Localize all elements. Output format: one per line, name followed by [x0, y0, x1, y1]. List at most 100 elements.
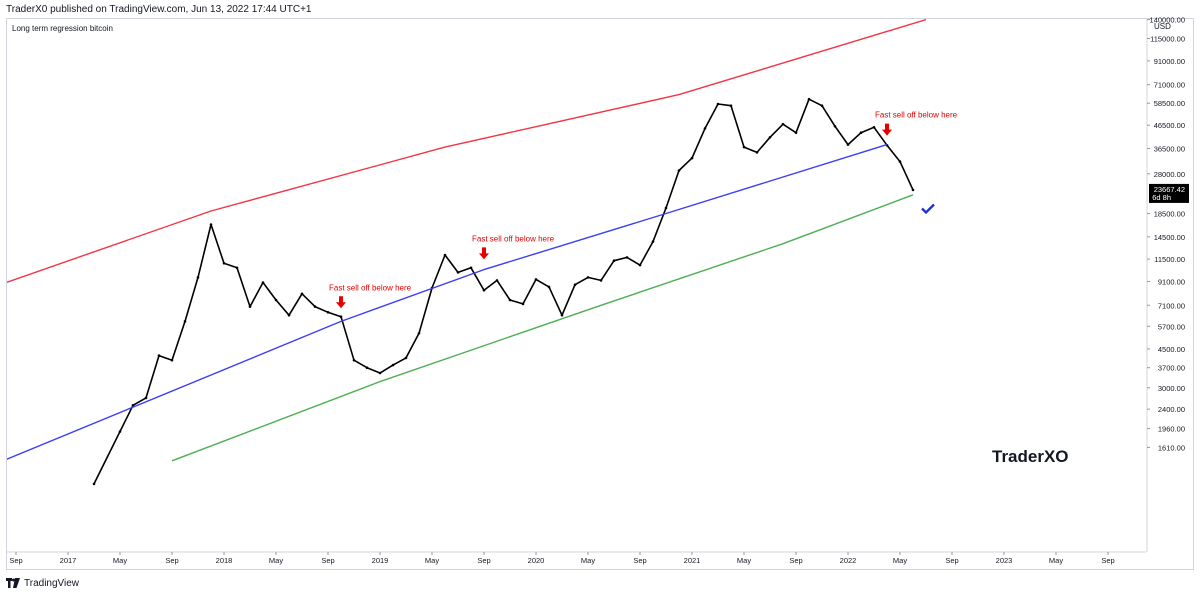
price-point	[157, 354, 161, 357]
price-tick-label: 28000.00	[1154, 170, 1185, 179]
time-tick-label: 2023	[996, 556, 1013, 565]
sell-off-annotation: Fast sell off below here	[329, 283, 412, 309]
price-point	[300, 292, 304, 296]
price-tick-label: 2400.00	[1158, 405, 1185, 414]
check-mark-icon	[921, 203, 935, 215]
price-tick-label: 46500.00	[1154, 121, 1185, 130]
price-point	[248, 305, 252, 308]
tradingview-logo-icon	[6, 578, 20, 588]
time-tick-label: Sep	[945, 556, 958, 565]
annotation-text: Fast sell off below here	[875, 111, 958, 120]
price-point	[807, 97, 811, 101]
price-point	[547, 285, 551, 289]
last-price-countdown: 6d 8h	[1152, 193, 1171, 202]
price-point	[859, 131, 863, 134]
price-point	[391, 363, 395, 367]
price-point	[378, 371, 382, 375]
price-point	[183, 320, 187, 323]
time-tick-label: 2018	[216, 556, 233, 565]
price-point	[92, 482, 96, 486]
price-point	[118, 430, 122, 433]
price-tick-label: 4500.00	[1158, 345, 1185, 354]
price-point	[365, 366, 369, 370]
price-point	[352, 358, 356, 362]
price-tick-label: 14500.00	[1154, 233, 1185, 242]
price-point	[664, 206, 668, 210]
annotation-text: Fast sell off below here	[472, 234, 555, 243]
price-point	[768, 136, 772, 139]
red-down-arrow-icon	[479, 247, 489, 260]
price-point	[560, 313, 564, 317]
price-point	[261, 281, 265, 284]
price-point	[651, 240, 655, 243]
time-tick-label: May	[893, 556, 907, 565]
price-point	[144, 396, 148, 400]
price-point	[274, 298, 278, 302]
price-point	[521, 302, 525, 306]
lower-regression-band-line	[171, 194, 914, 462]
time-tick-label: Sep	[477, 556, 490, 565]
price-point	[716, 102, 720, 106]
time-tick-label: 2021	[684, 556, 701, 565]
price-tick-label: 3700.00	[1158, 364, 1185, 373]
price-point	[287, 313, 291, 317]
red-down-arrow-icon	[882, 123, 892, 136]
time-tick-label: 2017	[60, 556, 77, 565]
time-tick-label: May	[1049, 556, 1063, 565]
sell-off-annotation: Fast sell off below here	[472, 234, 555, 260]
time-tick-label: May	[113, 556, 127, 565]
currency-label: USD	[1154, 22, 1171, 31]
price-point	[482, 289, 486, 292]
price-tick-label: 58500.00	[1154, 99, 1185, 108]
price-point	[196, 276, 200, 279]
price-point	[170, 358, 174, 362]
regression-midline-line	[7, 143, 888, 460]
time-tick-label: Sep	[321, 556, 334, 565]
price-point	[222, 262, 226, 265]
chart-title: Long term regression bitcoin	[12, 24, 113, 33]
price-point	[690, 156, 694, 160]
annotation-text: Fast sell off below here	[329, 283, 412, 292]
tradingview-logo[interactable]: TradingView	[6, 576, 79, 590]
time-tick-label: Sep	[789, 556, 802, 565]
price-point	[313, 305, 317, 308]
time-tick-label: Sep	[1101, 556, 1114, 565]
price-point	[703, 127, 707, 130]
price-point	[898, 160, 902, 163]
price-point	[729, 104, 733, 107]
price-point	[339, 315, 343, 319]
red-down-arrow-icon	[336, 296, 346, 309]
price-tick-label: 5700.00	[1158, 322, 1185, 331]
sell-off-annotation: Fast sell off below here	[875, 111, 958, 136]
price-tick-label: 1960.00	[1158, 425, 1185, 434]
time-tick-label: 2019	[372, 556, 389, 565]
publish-note: TraderX0 published on TradingView.com, J…	[6, 4, 312, 15]
price-tick-label: 7100.00	[1158, 301, 1185, 310]
price-point	[404, 356, 408, 360]
price-point	[755, 151, 759, 154]
price-tick-label: 36500.00	[1154, 144, 1185, 153]
price-point	[326, 311, 330, 314]
time-tick-label: 2020	[528, 556, 545, 565]
price-tick-label: 91000.00	[1154, 57, 1185, 66]
chart-frame	[6, 18, 1194, 570]
price-tick-label: 1610.00	[1158, 443, 1185, 452]
price-point	[781, 122, 785, 126]
upper-regression-band-line	[7, 19, 927, 283]
price-point	[456, 271, 460, 274]
price-point	[131, 404, 135, 407]
price-point	[417, 332, 421, 335]
price-point	[586, 276, 590, 279]
price-point	[625, 256, 629, 259]
price-point	[820, 104, 824, 107]
bitcoin-price-line	[93, 98, 914, 485]
price-point	[599, 279, 603, 282]
time-tick-label: May	[737, 556, 751, 565]
time-tick-label: 2022	[840, 556, 857, 565]
traderxo-watermark: TraderXO	[992, 447, 1069, 466]
price-tick-label: 18500.00	[1154, 210, 1185, 219]
price-point	[235, 266, 239, 270]
price-tick-label: 180000.00	[1150, 0, 1185, 1]
price-point	[872, 126, 876, 129]
